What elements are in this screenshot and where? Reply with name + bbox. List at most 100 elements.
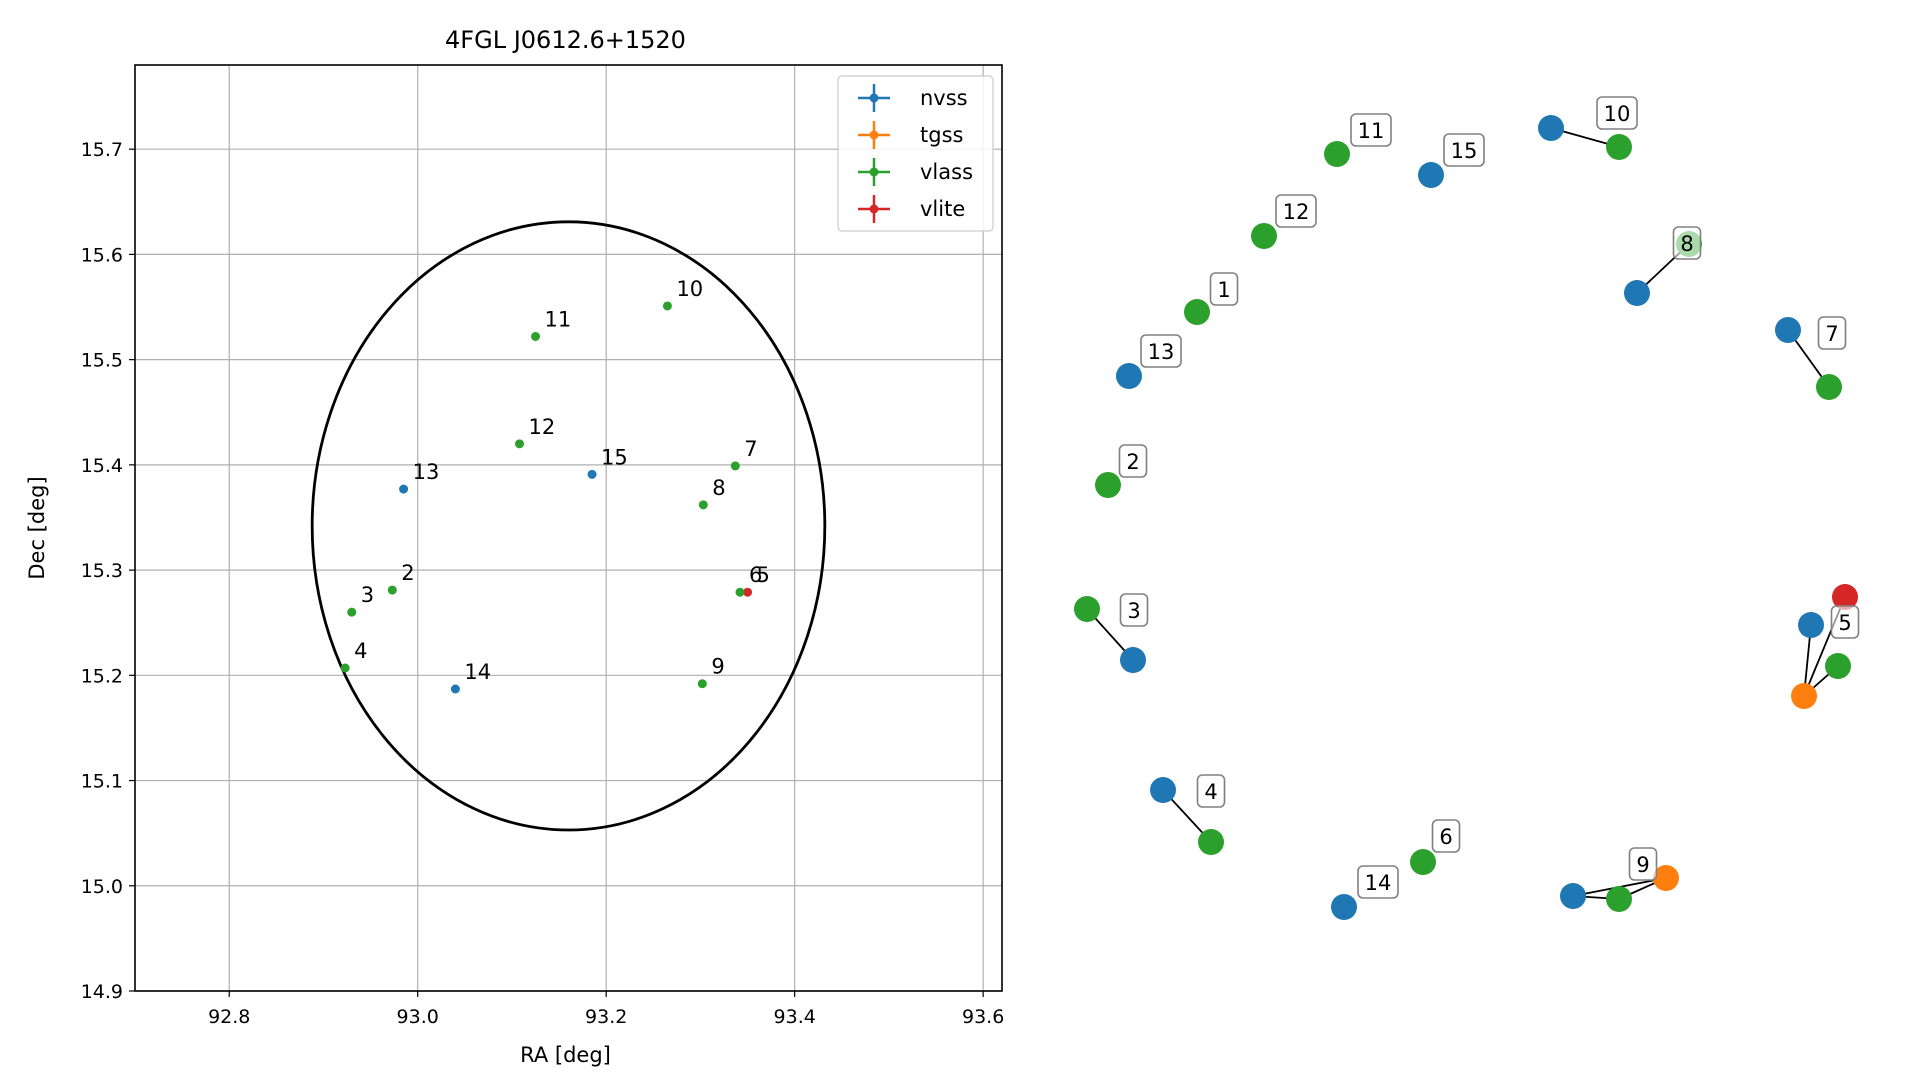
node-label-box — [1118, 444, 1148, 478]
y-tick-label: 15.1 — [81, 771, 123, 793]
y-tick-label: 15.7 — [81, 139, 123, 161]
node-label: 11 — [1358, 119, 1385, 143]
graph-node — [1331, 894, 1357, 920]
node-label-box — [1596, 96, 1638, 130]
point-label: 12 — [528, 415, 555, 439]
plot-frame — [134, 64, 1003, 992]
data-point — [340, 663, 350, 673]
point-label: 8 — [712, 476, 725, 500]
graph-node — [1606, 886, 1632, 912]
y-tick-label: 15.5 — [81, 350, 123, 372]
graph-node — [1825, 653, 1851, 679]
node-label: 7 — [1825, 322, 1838, 346]
legend-label: nvss — [920, 86, 968, 110]
graph-node — [1816, 374, 1842, 400]
x-axis-label: RA [deg] — [520, 1043, 611, 1067]
legend-label: vlass — [920, 160, 973, 184]
node-label: 15 — [1451, 139, 1478, 163]
localization-ellipse — [310, 220, 827, 832]
data-point — [514, 439, 524, 449]
y-axis-label: Dec [deg] — [25, 476, 49, 579]
x-tick-label: 93.2 — [585, 1006, 627, 1028]
x-tick-label: 93.6 — [962, 1006, 1004, 1028]
node-label-box — [1275, 194, 1317, 228]
node-label-box — [1350, 113, 1392, 147]
graph-node — [1251, 223, 1277, 249]
node-label-box — [1357, 865, 1399, 899]
node-label: 10 — [1604, 102, 1631, 126]
y-tick-label: 15.2 — [81, 665, 123, 687]
point-label: 6 — [749, 563, 762, 587]
point-label: 9 — [711, 655, 724, 679]
data-point — [698, 500, 708, 510]
point-label: 2 — [401, 561, 414, 585]
node-label-box — [1431, 819, 1461, 853]
x-tick-label: 93.0 — [397, 1006, 439, 1028]
point-label: 4 — [354, 639, 367, 663]
graph-node — [1560, 883, 1586, 909]
graph-node — [1074, 596, 1100, 622]
node-label-box — [1628, 847, 1658, 881]
node-label: 14 — [1365, 871, 1392, 895]
data-point — [697, 679, 707, 689]
data-point — [662, 301, 672, 311]
node-label-box — [1672, 226, 1702, 260]
data-point — [743, 587, 753, 597]
point-label: 11 — [545, 307, 572, 331]
node-label: 5 — [1838, 611, 1851, 635]
y-tick-label: 15.0 — [81, 876, 123, 898]
graph-node — [1832, 584, 1858, 610]
node-label-box — [1196, 774, 1226, 808]
legend-marker — [869, 130, 879, 140]
x-tick-label: 93.4 — [774, 1006, 816, 1028]
legend-marker — [869, 93, 879, 103]
data-point — [587, 469, 597, 479]
legend-marker — [869, 204, 879, 214]
node-label-box — [1140, 334, 1182, 368]
data-point — [531, 331, 541, 341]
point-label: 14 — [464, 660, 491, 684]
graph-node — [1095, 472, 1121, 498]
graph-node — [1791, 683, 1817, 709]
node-label: 8 — [1680, 232, 1693, 256]
graph-node — [1150, 777, 1176, 803]
chart-title: 4FGL J0612.6+1520 — [445, 26, 686, 54]
node-label: 2 — [1126, 450, 1139, 474]
legend-label: vlite — [920, 197, 965, 221]
graph-node — [1116, 363, 1142, 389]
graph-node — [1184, 299, 1210, 325]
node-label: 1 — [1217, 278, 1230, 302]
graph-node — [1418, 162, 1444, 188]
data-point — [347, 607, 357, 617]
graph-node — [1198, 829, 1224, 855]
point-label: 5 — [757, 563, 770, 587]
graph-node — [1775, 317, 1801, 343]
node-label: 13 — [1148, 340, 1175, 364]
point-label: 3 — [361, 583, 374, 607]
node-label-box — [1830, 605, 1860, 639]
point-label: 10 — [676, 277, 703, 301]
graph-node — [1798, 612, 1824, 638]
node-label: 6 — [1439, 825, 1452, 849]
y-tick-label: 15.6 — [81, 244, 123, 266]
data-point — [387, 585, 397, 595]
point-label: 7 — [744, 437, 757, 461]
y-tick-label: 15.4 — [81, 455, 123, 477]
node-label-box — [1119, 593, 1149, 627]
node-label: 12 — [1283, 200, 1310, 224]
node-label: 4 — [1204, 780, 1217, 804]
node-label-box — [1443, 133, 1485, 167]
node-label: 3 — [1127, 599, 1140, 623]
data-point — [735, 587, 745, 597]
graph-node — [1120, 647, 1146, 673]
y-tick-label: 14.9 — [81, 981, 123, 1003]
graph-node — [1653, 865, 1679, 891]
point-label: 13 — [413, 460, 440, 484]
scatter-plot: 92.8 93.0 93.2 93.4 93.6 14.9 15.0 15.1 15.2 15.3… — [25, 26, 1004, 1067]
point-label: 15 — [601, 445, 628, 469]
data-point — [399, 484, 409, 494]
graph-node — [1324, 141, 1350, 167]
node-label: 9 — [1636, 853, 1649, 877]
